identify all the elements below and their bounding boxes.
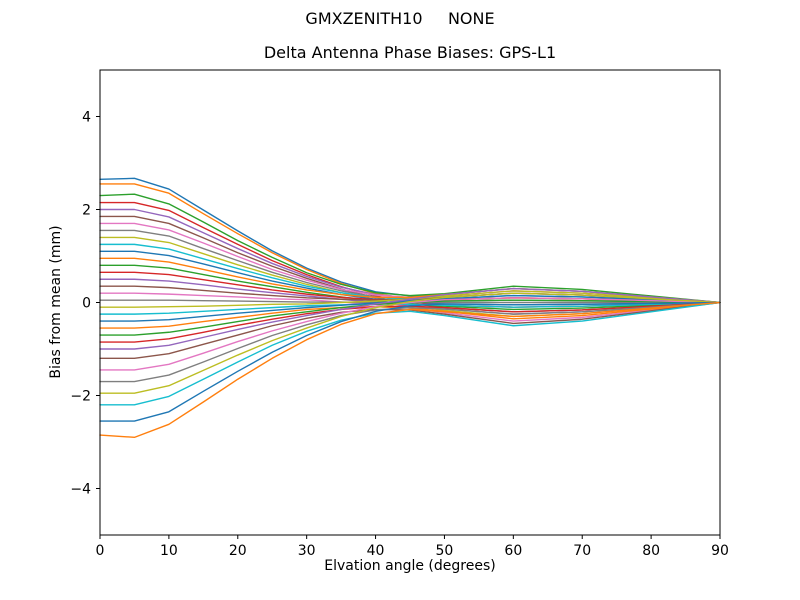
x-tick-label: 50 (436, 543, 454, 559)
y-tick-label: 4 (82, 110, 91, 126)
x-tick-label: 0 (96, 543, 105, 559)
x-tick-label: 20 (229, 543, 247, 559)
series-line (99, 183, 721, 304)
series-line (99, 297, 721, 371)
y-tick-label: 2 (82, 203, 91, 219)
series-line (99, 301, 721, 439)
series-line (99, 299, 721, 336)
series-line (99, 301, 721, 383)
series-line (99, 287, 721, 350)
x-tick-label: 70 (573, 543, 591, 559)
x-tick-label: 30 (298, 543, 316, 559)
series-line (99, 292, 721, 394)
y-tick-label: −4 (70, 482, 91, 498)
series-line (99, 301, 721, 406)
series-line (99, 201, 721, 308)
x-tick-label: 40 (367, 543, 385, 559)
y-tick-label: 0 (82, 296, 91, 312)
x-axis-label: Elvation angle (degrees) (324, 558, 496, 574)
series-line (99, 301, 721, 359)
x-tick-label: 60 (504, 543, 522, 559)
series-line (99, 301, 721, 422)
chart-title: Delta Antenna Phase Biases: GPS-L1 (263, 43, 557, 62)
y-axis-label: Bias from mean (mm) (48, 225, 64, 379)
series-line (99, 222, 721, 304)
series-line (99, 229, 721, 304)
figure-suptitle: GMXZENITH10 NONE (305, 9, 495, 28)
x-tick-label: 90 (711, 543, 729, 559)
series-line (99, 193, 721, 304)
x-tick-label: 10 (160, 543, 178, 559)
series-line (99, 290, 721, 308)
x-tick-label: 80 (642, 543, 660, 559)
series-line (99, 294, 721, 322)
y-tick-label: −2 (70, 389, 91, 405)
